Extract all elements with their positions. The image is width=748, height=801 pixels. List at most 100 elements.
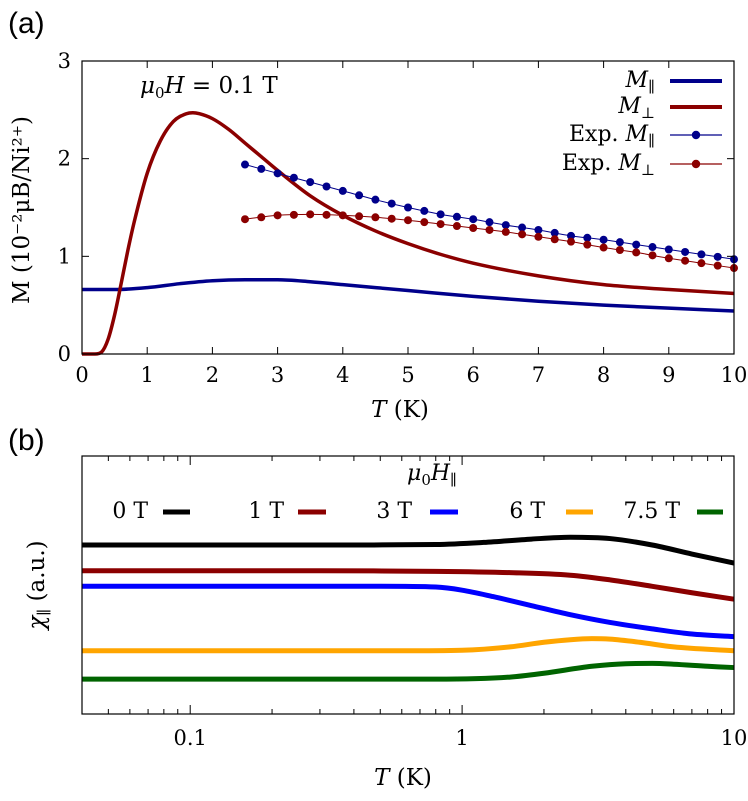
chart-a-series-2-point-interp	[420, 206, 429, 215]
chart-a-ytick-label: 2	[58, 147, 71, 171]
chart-b-xtick-label: 10	[721, 726, 748, 750]
chart-a-series-3-point-interp	[615, 245, 624, 254]
chart-a-series-2-point	[338, 186, 347, 195]
chart-a-series-2-point	[599, 235, 608, 244]
chart-a-series-3-point	[534, 232, 543, 241]
chart-a-series-3-point	[469, 224, 478, 233]
chart-a-series-2-point-interp	[713, 252, 722, 261]
chart-a-series-3-point	[436, 220, 445, 229]
chart-b-xlabel-var: T	[374, 765, 391, 791]
legend-b-item-1-label: 1 T	[248, 499, 284, 524]
chart-a-xtick-label: 2	[206, 363, 219, 387]
chart-a-series-2-point	[404, 203, 412, 212]
chart-a-series-3-point-interp	[681, 256, 690, 265]
annotation-value: = 0.1 T	[185, 73, 279, 99]
chart-a-series-3-point-interp	[420, 218, 429, 227]
chart-a-series-2-point	[371, 195, 380, 204]
chart-a-ytick-label: 3	[58, 49, 71, 73]
chart-a-xtick-label: 8	[597, 363, 610, 387]
chart-a-series-3-point-interp	[322, 210, 331, 219]
legend-b-item-4-label: 7.5 T	[623, 499, 680, 524]
legend-a-item-2-marker	[691, 130, 701, 140]
chart-b-legend: 0 T 1 T 3 T 6 T 7.5 T	[112, 499, 723, 524]
chart-a-series-2-point	[534, 225, 543, 234]
chart-a-series-2-point	[664, 245, 673, 254]
chart-a-series-2-point-interp	[355, 191, 364, 200]
chart-a-xlabel-unit: (K)	[386, 397, 428, 423]
chart-a-series-3-point	[404, 216, 412, 225]
chart-a-series-1-line	[81, 111, 735, 356]
panel-a-label: (a)	[8, 7, 45, 40]
chart-a-xtick-label: 0	[75, 363, 88, 387]
chart-a-xtick-label: 5	[401, 363, 414, 387]
annotation-mu: μ	[140, 73, 155, 99]
chart-a-series-2-point-interp	[583, 233, 592, 242]
chart-b-legend-title: μ0H∥	[407, 461, 457, 489]
chart-a-series-3-point-interp	[485, 225, 494, 234]
chart-a-series-2-point	[436, 210, 445, 219]
chart-a-xtick-label: 1	[141, 363, 154, 387]
chart-a-series-3-point	[599, 243, 608, 252]
chart-a-series-2-point-interp	[648, 243, 657, 252]
legend-b-item-0-label: 0 T	[112, 499, 148, 524]
chart-a-series-3-point	[664, 254, 673, 263]
chart-a-series-layer	[81, 111, 738, 356]
annotation-mu-sub: 0	[155, 84, 165, 102]
chart-a-xtick-label: 4	[336, 363, 349, 387]
chart-a-xtick-label: 6	[467, 363, 480, 387]
chart-a-series-3-point	[241, 215, 249, 224]
chart-a-xtick-label: 7	[532, 363, 545, 387]
chart-a-series-3-point	[567, 237, 575, 246]
legend-a-item-1-label: M⊥	[617, 94, 655, 122]
chart-a-series-3-point	[501, 227, 510, 236]
chart-a-series-3-point-interp	[387, 214, 396, 223]
chart-a-xtick-label: 9	[662, 363, 675, 387]
chart-a-series-2-point	[306, 178, 315, 187]
chart-a-series-2-point	[632, 240, 641, 249]
chart-a-series-3-point-interp	[648, 251, 657, 260]
chart-a-series-3-point	[697, 259, 706, 268]
chart-a-series-2-point-interp	[550, 228, 559, 237]
chart-b-xlabel-unit: (K)	[389, 765, 431, 791]
chart-b-series-1-line	[82, 568, 735, 602]
legend-a-item-3-marker	[691, 159, 701, 169]
chart-a-ticks: 0 1 2 3 4 5 6 7 8 9 10 0 1 2 3	[58, 49, 748, 387]
chart-a-series-3-point-interp	[713, 261, 722, 270]
chart-a-series-2-point	[567, 231, 575, 240]
legend-b-item-2-label: 3 T	[376, 499, 412, 524]
chart-a-series-2-point-interp	[289, 173, 298, 182]
legend-a-item-3-label: Exp. M⊥	[562, 151, 655, 179]
chart-a-series-3-point-interp	[289, 210, 298, 219]
chart-a-series-3-point	[306, 210, 315, 219]
chart-a-series-2-point-interp	[452, 212, 461, 221]
chart-a-series-3-point-interp	[452, 222, 461, 231]
chart-a-xlabel: T (K)	[371, 397, 429, 423]
chart-b-series-layer	[81, 534, 735, 682]
legend-b-item-3-label: 6 T	[509, 499, 545, 524]
chart-b-series-0-line	[81, 534, 735, 566]
chart-a-series-2-point	[241, 160, 249, 169]
chart-a-series-3-point-interp	[257, 213, 266, 222]
chart-a-series-2-point-interp	[485, 218, 494, 227]
chart-a-series-2-point-interp	[322, 182, 331, 191]
chart-a-series-2-point-interp	[615, 238, 624, 247]
chart-a-series-2-point	[273, 169, 282, 178]
chart-a-series-2-point	[697, 250, 706, 259]
chart-a-series-3-point-interp	[355, 212, 364, 221]
chart-b-xlabel: T (K)	[374, 765, 432, 791]
chart-a-series-2-point-interp	[387, 199, 396, 208]
chart-a-series-3-point	[338, 211, 347, 220]
chart-a-ytick-label: 1	[58, 244, 71, 268]
chart-a-series-0-line	[82, 278, 735, 313]
chart-a-series-3-point-interp	[583, 240, 592, 249]
chart-a-xlabel-var: T	[371, 397, 388, 423]
chart-a-series-2-connector	[244, 164, 735, 260]
annotation-h: H	[164, 73, 186, 99]
chart-a-series-2-point-interp	[257, 164, 266, 173]
chart-b-ylabel: χ∥ (a.u.)	[24, 540, 53, 631]
chart-a-legend: M∥ M⊥ Exp. M∥ Exp. M⊥	[562, 68, 722, 179]
chart-a-series-2-point	[469, 215, 478, 224]
chart-b-series-2-line	[82, 583, 735, 640]
